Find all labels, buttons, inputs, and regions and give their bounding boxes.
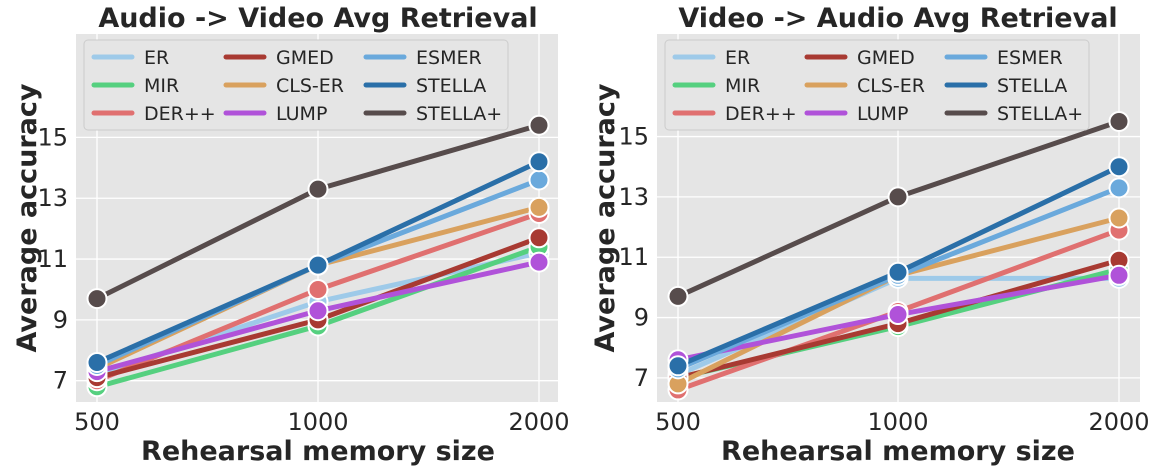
y-axis-label: Average accuracy [590, 83, 621, 352]
x-tick-label: 2000 [508, 408, 569, 436]
data-point-stella- [307, 178, 329, 200]
data-point-stella- [1108, 110, 1130, 132]
legend-label: STELLA+ [416, 103, 502, 125]
data-point-cls-er [1108, 207, 1130, 229]
chart-video-to-audio: 7 9 11 13 15 500 1000 2000 Video -> Audio Avg Re… [590, 3, 1150, 467]
data-point-stella- [528, 114, 550, 136]
x-tick-label: 1000 [287, 408, 348, 436]
data-point-esmer [528, 169, 550, 191]
legend-label: CLS-ER [276, 75, 344, 97]
data-point-lump [528, 251, 550, 273]
data-point-stella [528, 151, 550, 173]
data-point-stella [307, 254, 329, 276]
y-tick-label: 13 [618, 183, 649, 211]
y-axis-label: Average accuracy [12, 83, 43, 352]
y-tick-label: 15 [618, 123, 649, 151]
legend-label: MIR [144, 75, 179, 97]
data-point-stella [1108, 156, 1130, 178]
y-tick-label: 11 [37, 245, 68, 273]
x-tick-label: 2000 [1088, 408, 1149, 436]
y-tick-label: 9 [634, 304, 649, 332]
data-point-gmed [528, 227, 550, 249]
y-tick-label: 15 [37, 123, 68, 151]
x-tick-label: 1000 [867, 408, 928, 436]
y-tick-label: 11 [618, 243, 649, 271]
data-point-lump [307, 300, 329, 322]
chart-title: Audio -> Video Avg Retrieval [98, 3, 537, 34]
data-point-der- [307, 278, 329, 300]
legend-label: DER++ [144, 103, 216, 125]
legend [664, 39, 1090, 131]
y-tick-label: 13 [37, 184, 68, 212]
legend-label: GMED [276, 47, 334, 69]
legend-label: LUMP [857, 103, 908, 125]
legend-label: GMED [857, 47, 915, 69]
legend-label: CLS-ER [857, 75, 925, 97]
x-axis-label: Rehearsal memory size [721, 436, 1075, 467]
legend-label: DER++ [725, 103, 797, 125]
legend-label: STELLA [416, 75, 486, 97]
data-point-stella- [667, 285, 689, 307]
data-point-stella [887, 261, 909, 283]
data-point-stella [86, 351, 108, 373]
data-point-esmer [1108, 177, 1130, 199]
y-tick-label: 7 [634, 364, 649, 392]
y-tick-label: 7 [53, 367, 68, 395]
legend-label: LUMP [276, 103, 327, 125]
data-point-stella [667, 355, 689, 377]
legend-label: ESMER [997, 47, 1063, 69]
legend [83, 39, 509, 131]
data-point-stella- [887, 186, 909, 208]
legend-label: ER [725, 47, 750, 69]
legend-label: STELLA [997, 75, 1067, 97]
data-point-cls-er [528, 196, 550, 218]
data-point-lump [887, 304, 909, 326]
data-point-lump [1108, 264, 1130, 286]
x-tick-label: 500 [74, 408, 120, 436]
y-tick-label: 9 [53, 306, 68, 334]
legend-label: MIR [725, 75, 760, 97]
chart-title: Video -> Audio Avg Retrieval [678, 3, 1117, 34]
legend-label: ER [144, 47, 169, 69]
legend-label: STELLA+ [997, 103, 1083, 125]
data-point-stella- [86, 288, 108, 310]
chart-audio-to-video: 7 9 11 13 15 500 1000 2000 Audio -> Video Avg Re… [12, 3, 570, 467]
x-axis-label: Rehearsal memory size [141, 436, 495, 467]
x-tick-label: 500 [655, 408, 701, 436]
legend-label: ESMER [416, 47, 482, 69]
